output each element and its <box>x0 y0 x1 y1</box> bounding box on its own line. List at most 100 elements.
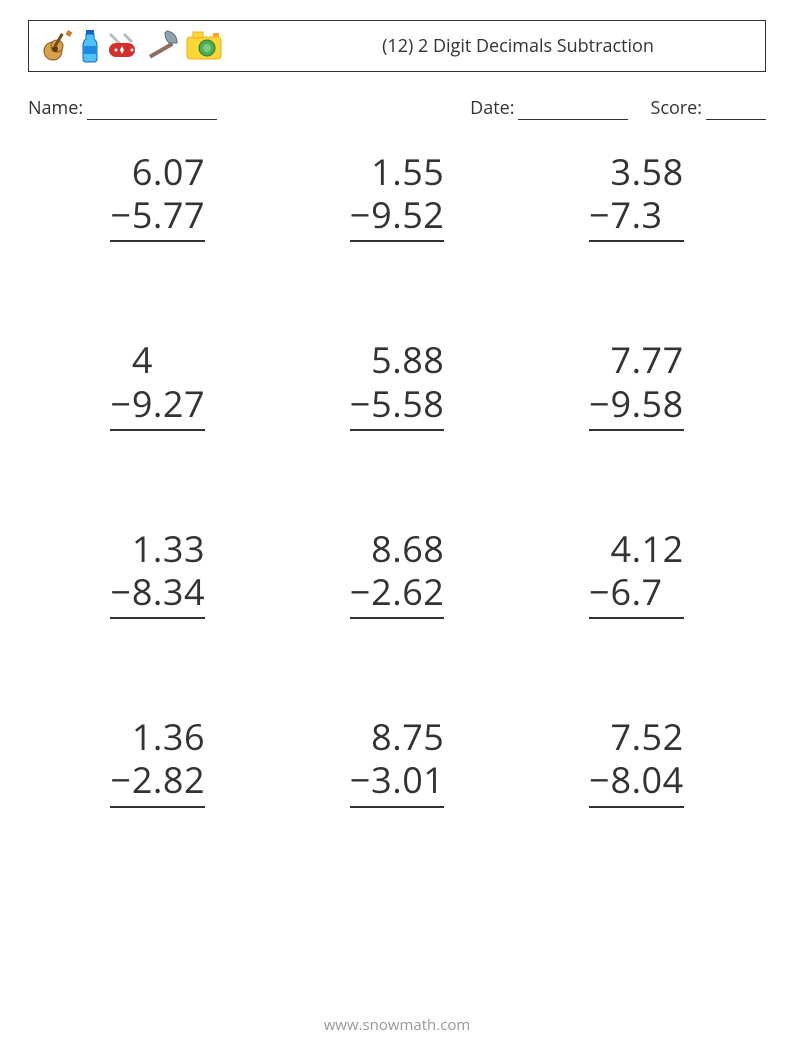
subtrahend-value: 2.62 <box>371 567 444 616</box>
info-row: Name: Date: Score: <box>28 96 766 120</box>
problem-5: 5.88−5.58 <box>287 338 506 430</box>
minuend: 4.12 <box>589 527 684 570</box>
subtrahend: −6.7 <box>589 570 684 619</box>
minuend: 1.55 <box>350 150 445 193</box>
subtrahend-value: 3.01 <box>371 755 444 804</box>
subtrahend: −8.04 <box>589 758 684 807</box>
score-blank[interactable] <box>706 101 766 120</box>
subtrahend: −8.34 <box>110 570 205 619</box>
minuend: 3.58 <box>589 150 684 193</box>
problem-inner: 5.88−5.58 <box>350 338 445 430</box>
date-label: Date: <box>470 96 514 120</box>
camera-icon <box>185 29 223 63</box>
footer-url: www.snowmath.com <box>0 1015 794 1035</box>
header-box: (12) 2 Digit Decimals Subtraction <box>28 20 766 72</box>
subtrahend-value: 8.04 <box>611 755 684 804</box>
minuend-value: 7.52 <box>611 712 684 761</box>
problem-3: 3.58−7.3 <box>527 150 746 242</box>
minus-operator: − <box>110 382 132 425</box>
subtrahend-value: 6.7 <box>611 567 663 616</box>
problem-1: 6.07−5.77 <box>48 150 267 242</box>
minuend-value: 3.58 <box>611 147 684 196</box>
problem-inner: 4.12−6.7 <box>589 527 684 619</box>
minus-operator: − <box>350 570 372 613</box>
subtrahend: −9.58 <box>589 382 684 431</box>
minus-operator: − <box>110 193 132 236</box>
minus-operator: − <box>350 193 372 236</box>
minuend-value: 1.55 <box>371 147 444 196</box>
name-blank[interactable] <box>87 101 217 120</box>
score-label: Score: <box>650 96 702 120</box>
subtrahend: −2.62 <box>350 570 445 619</box>
minuend-value: 7.77 <box>611 335 684 384</box>
score-field: Score: <box>650 96 766 120</box>
subtrahend-value: 9.52 <box>371 190 444 239</box>
subtrahend: −5.77 <box>110 193 205 242</box>
worksheet-title: (12) 2 Digit Decimals Subtraction <box>223 34 753 58</box>
problem-inner: 1.55−9.52 <box>350 150 445 242</box>
bottle-icon <box>81 29 99 63</box>
minuend-value: 5.88 <box>371 335 444 384</box>
minuend-value: 4 <box>132 335 153 384</box>
problem-11: 8.75−3.01 <box>287 715 506 807</box>
header-icon-row <box>41 29 223 63</box>
subtrahend-value: 2.82 <box>132 755 205 804</box>
problem-2: 1.55−9.52 <box>287 150 506 242</box>
problem-4: 4−9.27 <box>48 338 267 430</box>
minus-operator: − <box>110 570 132 613</box>
minuend: 1.33 <box>110 527 205 570</box>
minuend-value: 8.75 <box>371 712 444 761</box>
problem-inner: 1.33−8.34 <box>110 527 205 619</box>
problem-grid: 6.07−5.771.55−9.523.58−7.3 4−9.275.88−5.… <box>28 150 766 808</box>
name-label: Name: <box>28 96 83 120</box>
subtrahend-value: 5.58 <box>371 379 444 428</box>
problem-10: 1.36−2.82 <box>48 715 267 807</box>
minus-operator: − <box>350 758 372 801</box>
problem-7: 1.33−8.34 <box>48 527 267 619</box>
date-blank[interactable] <box>518 101 628 120</box>
minuend: 1.36 <box>110 715 205 758</box>
minus-operator: − <box>589 758 611 801</box>
problem-inner: 8.68−2.62 <box>350 527 445 619</box>
name-field: Name: <box>28 96 470 120</box>
minuend-value: 6.07 <box>132 147 205 196</box>
problem-inner: 6.07−5.77 <box>110 150 205 242</box>
subtrahend-value: 9.27 <box>132 379 205 428</box>
problem-inner: 1.36−2.82 <box>110 715 205 807</box>
problem-inner: 7.52−8.04 <box>589 715 684 807</box>
minus-operator: − <box>110 758 132 801</box>
subtrahend: −9.27 <box>110 382 205 431</box>
minuend-value: 1.33 <box>132 524 205 573</box>
guitar-icon <box>41 29 75 63</box>
problem-inner: 7.77−9.58 <box>589 338 684 430</box>
problem-12: 7.52−8.04 <box>527 715 746 807</box>
problem-inner: 4−9.27 <box>110 338 205 430</box>
minuend-value: 1.36 <box>132 712 205 761</box>
problem-6: 7.77−9.58 <box>527 338 746 430</box>
minuend: 4 <box>110 338 205 381</box>
subtrahend-value: 9.58 <box>611 379 684 428</box>
subtrahend-value: 8.34 <box>132 567 205 616</box>
minuend-value: 8.68 <box>371 524 444 573</box>
problem-inner: 8.75−3.01 <box>350 715 445 807</box>
minus-operator: − <box>589 193 611 236</box>
minuend-value: 4.12 <box>611 524 684 573</box>
subtrahend: −5.58 <box>350 382 445 431</box>
minuend: 7.77 <box>589 338 684 381</box>
subtrahend: −2.82 <box>110 758 205 807</box>
subtrahend-value: 5.77 <box>132 190 205 239</box>
minuend: 8.68 <box>350 527 445 570</box>
minus-operator: − <box>589 382 611 425</box>
subtrahend: −3.01 <box>350 758 445 807</box>
subtrahend: −7.3 <box>589 193 684 242</box>
worksheet-page: (12) 2 Digit Decimals Subtraction Name: … <box>0 0 794 1053</box>
minus-operator: − <box>350 382 372 425</box>
minus-operator: − <box>589 570 611 613</box>
minuend: 6.07 <box>110 150 205 193</box>
problem-8: 8.68−2.62 <box>287 527 506 619</box>
subtrahend: −9.52 <box>350 193 445 242</box>
minuend: 8.75 <box>350 715 445 758</box>
minuend: 5.88 <box>350 338 445 381</box>
date-field: Date: <box>470 96 628 120</box>
problem-9: 4.12−6.7 <box>527 527 746 619</box>
